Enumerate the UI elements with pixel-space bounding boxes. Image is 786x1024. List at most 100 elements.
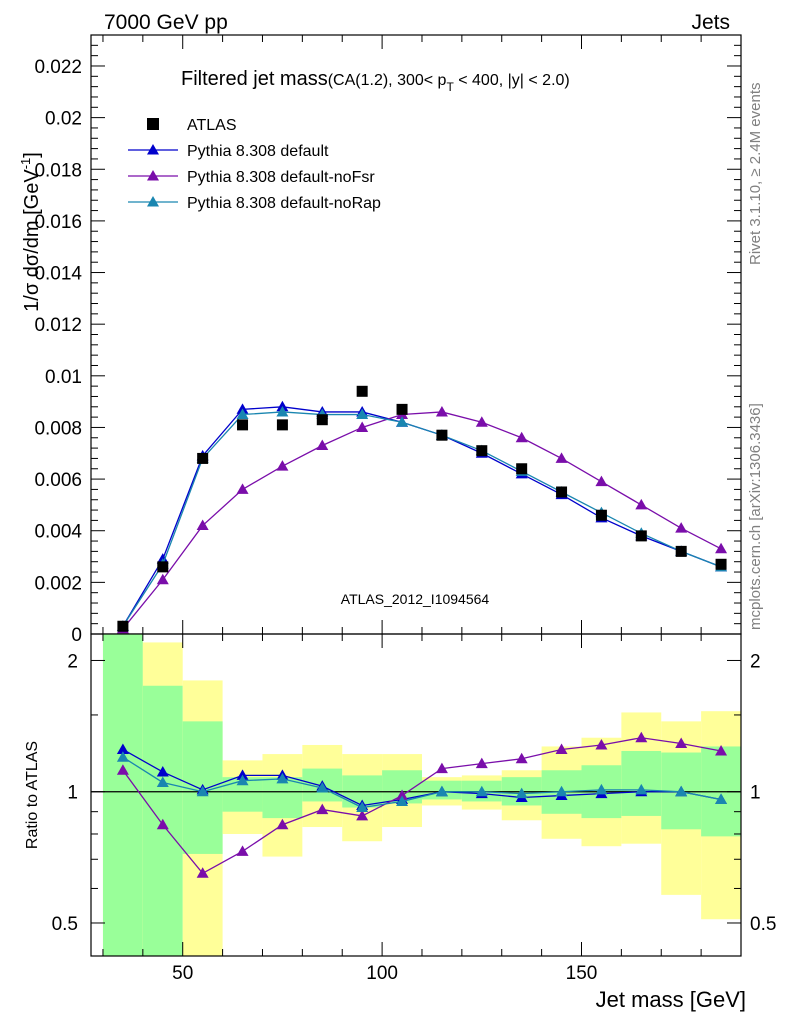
series-point (635, 498, 648, 510)
series-point (356, 421, 369, 432)
atlas-point (595, 509, 607, 521)
atlas-point (635, 530, 647, 542)
ratio-point (555, 785, 568, 797)
atlas-point (276, 419, 288, 431)
y-tick-label: 0.022 (34, 57, 82, 78)
series-point (196, 519, 209, 531)
x-tick-label: 150 (566, 963, 598, 984)
ratio-point (236, 845, 249, 856)
ratio-line (122, 756, 722, 809)
top-panel: 0 0.002 0.004 0.006 0.008 0.01 0.012 0.014 0.016… (18, 34, 742, 646)
y-tick-label: 0 (71, 625, 82, 646)
ratio-line (122, 737, 722, 875)
ratio-point (435, 762, 448, 774)
ratio-point (276, 818, 289, 830)
atlas-point (675, 545, 687, 557)
y-tick-label: 0.002 (34, 573, 82, 594)
atlas-point (516, 463, 528, 475)
series-point (276, 405, 289, 417)
legend-marker (147, 118, 159, 130)
ratio-point (635, 731, 648, 743)
y-tick-label: 0.01 (45, 367, 82, 388)
analysis-watermark: ATLAS_2012_I1094564 (341, 591, 490, 607)
series-point (356, 408, 369, 420)
ratio-point (555, 743, 568, 754)
ratio-point (515, 752, 528, 764)
ratio-point (595, 738, 608, 750)
ratio-line (122, 748, 722, 807)
ratio-point (675, 737, 688, 749)
atlas-point (316, 414, 328, 426)
series-point (435, 405, 448, 417)
legend-label: Pythia 8.308 default-noFsr (187, 169, 375, 186)
atlas-point (715, 558, 727, 570)
uncertainty-bands (102, 634, 741, 956)
atlas-point (436, 429, 448, 441)
series-point (396, 416, 409, 427)
atlas-point (396, 403, 408, 415)
series-point (595, 475, 608, 487)
legend-marker (147, 144, 159, 155)
ratio-point (715, 793, 728, 804)
top-series-layer (116, 385, 728, 634)
series-point (316, 439, 329, 451)
legend: ATLAS Pythia 8.308 default Pythia 8.308 de… (128, 117, 381, 212)
ratio-tick-label-right: 2 (750, 651, 761, 672)
ratio-point (236, 769, 249, 780)
ratio-y-axis-label: Ratio to ATLAS (24, 741, 41, 849)
ratio-tick-label-right: 0.5 (750, 914, 776, 935)
series-point (236, 408, 249, 420)
atlas-point (356, 385, 368, 397)
ratio-tick-label: 2 (67, 651, 78, 672)
series-point (276, 460, 289, 471)
y-tick-label: 0.016 (34, 212, 82, 233)
y-tick-label: 0.012 (34, 315, 82, 336)
ratio-point (236, 774, 249, 786)
top-y-axis-label: 1/σ dσ/dm [GeV-1] (18, 152, 43, 312)
ratio-point (356, 801, 369, 813)
ratio-point (515, 787, 528, 799)
y-tick-label: 0.014 (34, 264, 82, 285)
ratio-series-layer (116, 731, 728, 878)
ratio-point (396, 789, 409, 801)
y-tick-label: 0.018 (34, 160, 82, 181)
ratio-point (276, 772, 289, 784)
ratio-point (316, 803, 329, 815)
ratio-point (396, 795, 409, 806)
series-line (122, 411, 722, 627)
plot-title: Filtered jet mass(CA(1.2), 300< pT < 400… (181, 68, 570, 94)
y-tick-label: 0.006 (34, 470, 82, 491)
ratio-point (196, 867, 209, 878)
band-1sigma (102, 634, 143, 956)
x-axis-label: Jet mass [GeV] (596, 987, 746, 1012)
atlas-point (117, 620, 129, 632)
series-point (156, 573, 169, 585)
atlas-point (556, 486, 568, 498)
ratio-point (675, 785, 688, 797)
ratio-point (156, 765, 169, 777)
y-tick-label: 0.02 (45, 109, 82, 130)
ratio-point (156, 818, 169, 830)
band-1sigma (621, 750, 662, 816)
x-tick-label: 100 (366, 963, 398, 984)
ratio-point (116, 764, 129, 775)
series-point (515, 431, 528, 443)
ratio-point (715, 744, 728, 756)
ratio-point (356, 809, 369, 821)
ratio-y-ticks: 0.5 0.5 1 1 2 2 (52, 651, 777, 935)
legend-marker (147, 196, 159, 207)
ratio-point (156, 776, 169, 787)
legend-label: ATLAS (187, 117, 237, 134)
legend-label: Pythia 8.308 default-noRap (187, 195, 381, 212)
series-point (236, 483, 249, 494)
atlas-point (197, 452, 209, 464)
ratio-point (116, 751, 129, 762)
band-1sigma (262, 777, 303, 819)
rivet-label: Rivet 3.1.10, ≥ 2.4M events (747, 83, 764, 266)
header-left: 7000 GeV pp (104, 11, 228, 34)
atlas-point (476, 445, 488, 457)
ratio-frame (90, 633, 742, 957)
ratio-panel: 0.5 0.5 1 1 2 2 50 100 150 Ratio to ATLAS Jet m… (24, 633, 777, 1012)
x-tick-label: 50 (172, 963, 193, 984)
